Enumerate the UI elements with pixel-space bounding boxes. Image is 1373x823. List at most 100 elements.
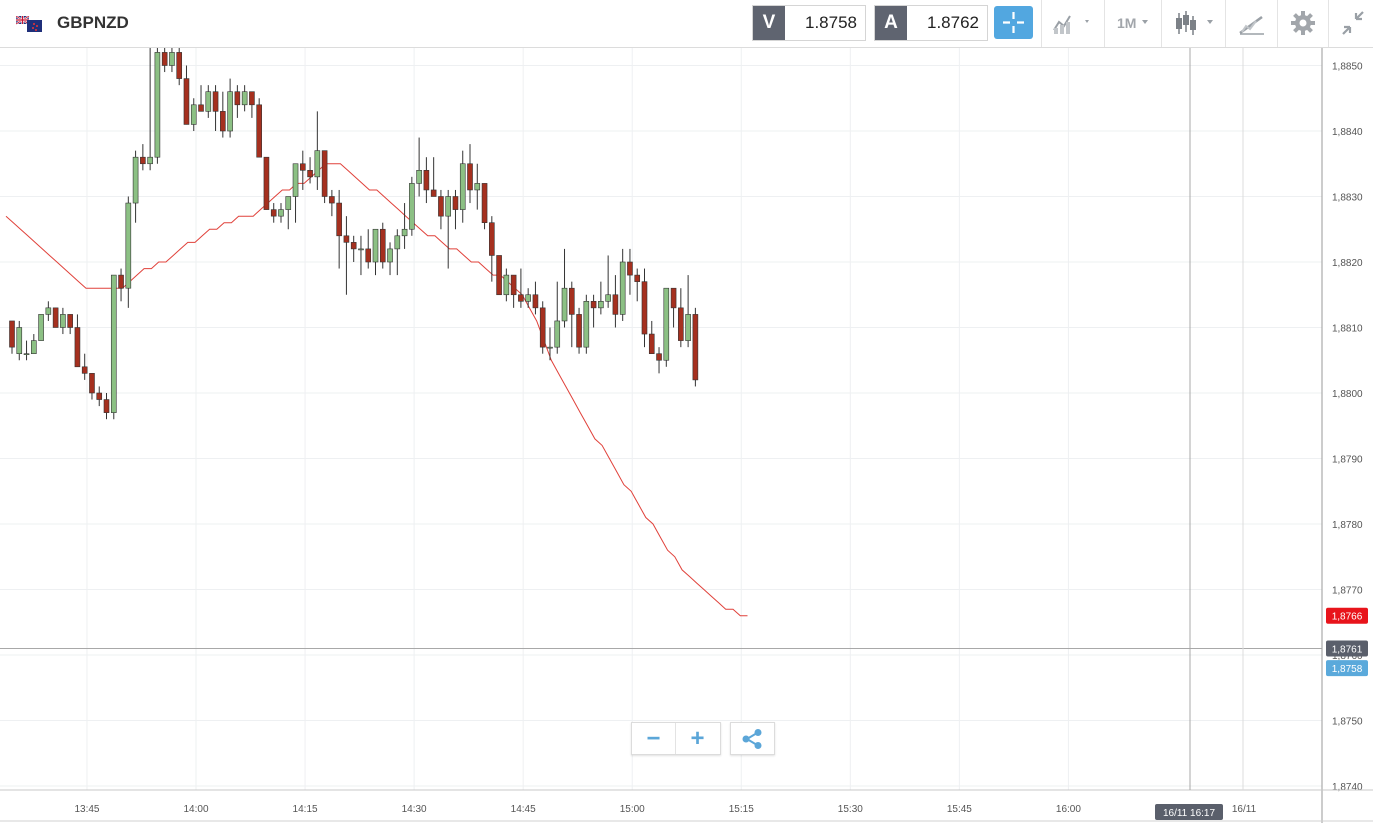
candle bbox=[445, 189, 452, 269]
candle-body bbox=[45, 307, 52, 315]
share-button[interactable] bbox=[730, 722, 775, 755]
candle-body bbox=[67, 314, 73, 328]
candle bbox=[467, 144, 473, 204]
candle bbox=[496, 255, 502, 296]
candle bbox=[140, 144, 146, 171]
candle bbox=[81, 353, 88, 380]
candle-body bbox=[496, 255, 502, 296]
candle-body bbox=[678, 307, 684, 341]
buy-label: A bbox=[875, 6, 907, 40]
chart-toolbar: GBPNZD V 1.8758 A 1.8762 1M bbox=[0, 0, 1373, 48]
candle bbox=[67, 314, 73, 335]
candle bbox=[416, 137, 422, 197]
candle bbox=[576, 307, 582, 354]
candle bbox=[234, 85, 241, 118]
candle bbox=[118, 268, 124, 302]
chart-type-button[interactable] bbox=[1041, 0, 1104, 47]
settings-button[interactable] bbox=[1277, 0, 1328, 47]
candle-body bbox=[256, 104, 262, 158]
candle-body bbox=[532, 294, 539, 309]
y-tick-label: 1,8790 bbox=[1332, 455, 1363, 466]
candle bbox=[481, 183, 488, 230]
candle-body bbox=[685, 314, 691, 341]
crosshair-button[interactable] bbox=[994, 6, 1033, 39]
candle bbox=[125, 196, 132, 308]
candle-body bbox=[481, 183, 488, 223]
candle-body bbox=[183, 78, 190, 125]
candle bbox=[154, 26, 161, 164]
draw-icon bbox=[1239, 15, 1264, 35]
candle bbox=[285, 196, 292, 230]
candle bbox=[45, 301, 52, 321]
x-tick-label: 14:00 bbox=[184, 804, 209, 815]
candle-body bbox=[350, 242, 357, 250]
candle-body bbox=[96, 392, 103, 400]
candle bbox=[132, 150, 139, 223]
candle-body bbox=[656, 353, 662, 361]
candle-body bbox=[190, 104, 197, 125]
candle bbox=[74, 314, 81, 368]
candle-body bbox=[263, 156, 270, 210]
y-tick-label: 1,8750 bbox=[1332, 717, 1363, 728]
zoom-controls: − + bbox=[631, 722, 721, 755]
candle bbox=[547, 327, 553, 361]
candlestick-series bbox=[9, 26, 699, 420]
candle-body bbox=[336, 202, 342, 237]
candle bbox=[256, 98, 262, 158]
candle-body bbox=[249, 91, 255, 106]
candle bbox=[678, 288, 684, 348]
y-tick-label: 1,8800 bbox=[1332, 389, 1363, 400]
candle-body bbox=[110, 274, 117, 413]
candle bbox=[510, 274, 517, 308]
x-tick-label: 15:15 bbox=[729, 804, 754, 815]
candle bbox=[518, 268, 524, 308]
candle-body bbox=[394, 235, 401, 250]
candle-body bbox=[278, 209, 284, 217]
candle-body bbox=[590, 300, 597, 309]
candle-body bbox=[16, 327, 23, 355]
candle bbox=[489, 216, 495, 282]
buy-quote[interactable]: A 1.8762 bbox=[874, 5, 988, 41]
gear-icon bbox=[1291, 11, 1315, 35]
zoom-in-button[interactable]: + bbox=[690, 725, 705, 752]
candle-body bbox=[372, 228, 379, 263]
draw-tools-button[interactable] bbox=[1225, 0, 1277, 47]
candle-body bbox=[452, 196, 459, 210]
y-tick-label: 1,8840 bbox=[1332, 127, 1363, 138]
candle-body bbox=[118, 274, 124, 289]
candle bbox=[314, 111, 321, 190]
y-tick-label: 1,8770 bbox=[1332, 586, 1363, 597]
candle-body bbox=[154, 52, 161, 158]
candle bbox=[307, 157, 313, 184]
timeframe-button[interactable]: 1M bbox=[1104, 0, 1161, 47]
candle bbox=[670, 287, 677, 328]
candle bbox=[31, 334, 37, 355]
candle-body bbox=[619, 261, 626, 315]
candle-body bbox=[423, 170, 430, 191]
candle-body bbox=[147, 156, 153, 165]
candle-type-button[interactable] bbox=[1161, 0, 1225, 47]
candle bbox=[329, 189, 335, 217]
candle bbox=[336, 189, 342, 269]
sell-quote[interactable]: V 1.8758 bbox=[752, 5, 866, 41]
candle bbox=[423, 157, 430, 204]
candle-body bbox=[81, 366, 88, 374]
candle bbox=[685, 275, 691, 348]
candle bbox=[96, 386, 103, 407]
candle bbox=[212, 85, 219, 131]
share-icon bbox=[742, 729, 762, 749]
candle bbox=[110, 274, 117, 420]
candle bbox=[16, 320, 23, 361]
candle bbox=[648, 320, 655, 354]
candle-body bbox=[89, 373, 95, 394]
y-tick-label: 1,8850 bbox=[1332, 62, 1363, 73]
candle-body bbox=[292, 163, 299, 197]
collapse-button[interactable] bbox=[1328, 0, 1373, 47]
candle-body bbox=[358, 248, 364, 251]
candle-body bbox=[467, 163, 473, 191]
zoom-out-button[interactable]: − bbox=[632, 723, 676, 754]
candle-body bbox=[74, 327, 81, 368]
y-tick-label: 1,8820 bbox=[1332, 258, 1363, 269]
candle-body bbox=[525, 294, 531, 302]
